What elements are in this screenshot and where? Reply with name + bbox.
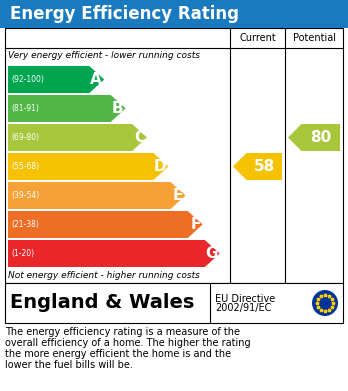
Text: D: D [154, 159, 166, 174]
Text: (69-80): (69-80) [11, 133, 39, 142]
Text: Energy Efficiency Rating: Energy Efficiency Rating [10, 5, 239, 23]
Text: E: E [173, 188, 183, 203]
Text: (92-100): (92-100) [11, 75, 44, 84]
Polygon shape [8, 240, 220, 267]
Text: (39-54): (39-54) [11, 191, 39, 200]
Text: Current: Current [239, 33, 276, 43]
Bar [0, 0, 348, 28]
Text: 2002/91/EC: 2002/91/EC [215, 303, 271, 313]
Polygon shape [8, 95, 126, 122]
Text: A: A [90, 72, 102, 87]
Text: The energy efficiency rating is a measure of the: The energy efficiency rating is a measur… [5, 327, 240, 337]
Circle shape [312, 290, 338, 316]
Text: Very energy efficient - lower running costs: Very energy efficient - lower running co… [8, 51, 200, 60]
Text: Not energy efficient - higher running costs: Not energy efficient - higher running co… [8, 271, 200, 280]
Polygon shape [8, 153, 168, 180]
Text: (21-38): (21-38) [11, 220, 39, 229]
Text: (55-68): (55-68) [11, 162, 39, 171]
Text: C: C [134, 130, 145, 145]
Polygon shape [8, 124, 147, 151]
Text: 80: 80 [310, 130, 331, 145]
Text: 58: 58 [254, 159, 275, 174]
Polygon shape [233, 153, 282, 180]
Text: EU Directive: EU Directive [215, 294, 275, 304]
Polygon shape [8, 66, 104, 93]
Text: overall efficiency of a home. The higher the rating: overall efficiency of a home. The higher… [5, 338, 251, 348]
Polygon shape [8, 211, 203, 238]
Text: B: B [112, 101, 124, 116]
Text: England & Wales: England & Wales [10, 294, 195, 312]
Bar [5, 283, 343, 323]
Bar [5, 28, 343, 283]
Text: the more energy efficient the home is and the: the more energy efficient the home is an… [5, 349, 231, 359]
Text: G: G [205, 246, 218, 261]
Text: (81-91): (81-91) [11, 104, 39, 113]
Text: (1-20): (1-20) [11, 249, 34, 258]
Polygon shape [8, 182, 185, 209]
Text: Potential: Potential [293, 33, 335, 43]
Text: lower the fuel bills will be.: lower the fuel bills will be. [5, 360, 133, 370]
Text: F: F [190, 217, 200, 232]
Polygon shape [288, 124, 340, 151]
